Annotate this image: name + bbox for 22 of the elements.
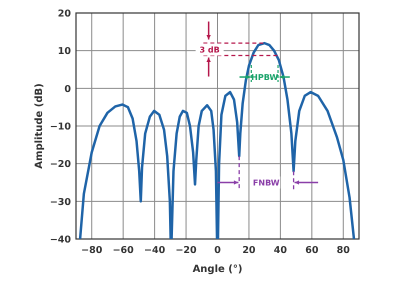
y-tick-label: −10: [50, 122, 72, 132]
y-tick-label: 20: [58, 8, 72, 20]
x-tick-label: −20: [175, 245, 198, 256]
x-tick-label: −80: [81, 245, 103, 256]
y-tick-label: 10: [58, 46, 72, 58]
x-tick-label: 80: [336, 245, 350, 256]
y-axis-title: Amplitude (dB): [34, 83, 45, 169]
y-tick-label: −40: [50, 234, 72, 246]
y-tick-label: 0: [64, 84, 72, 95]
x-tick-label: 60: [305, 245, 319, 256]
annotation: FNBW: [252, 178, 280, 188]
x-axis-title: Angle (°): [192, 264, 242, 275]
x-tick-label: 20: [242, 245, 256, 256]
x-tick-label: −40: [144, 245, 166, 256]
y-tick-label: −20: [50, 159, 72, 170]
line-series: [78, 42, 356, 239]
x-tick-label: 0: [214, 245, 222, 256]
annotation: HPBW: [251, 73, 278, 82]
y-tick-label: −30: [50, 196, 72, 208]
annotation: 3 dB: [200, 46, 220, 55]
x-tick-label: −60: [112, 245, 134, 256]
x-tick-label: 40: [274, 245, 288, 256]
